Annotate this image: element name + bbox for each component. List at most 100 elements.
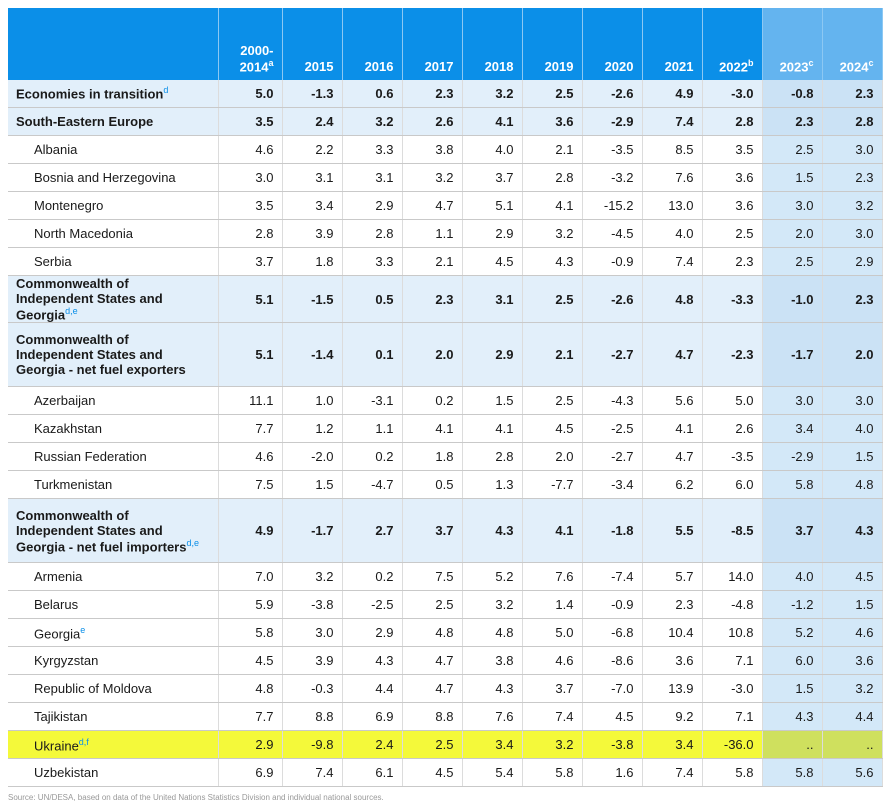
value-cell: 1.2: [282, 414, 343, 444]
value-cell: 4.5: [822, 562, 883, 592]
row-label-text: Republic of Moldova: [34, 681, 152, 697]
value-cell: 3.1: [342, 163, 403, 192]
value-cell: 4.5: [462, 247, 523, 276]
value-cell: -4.3: [582, 386, 643, 416]
value-cell: 4.7: [642, 442, 703, 472]
aggregate-row: Economies in transitiond 5.0 -1.3 0.6 2.3 3.2…: [8, 80, 883, 108]
value-cell: 3.6: [642, 646, 703, 676]
table-row: Armenia 7.0 3.2 0.2 7.5 5.2 7.6 -7.4 5.7 14.0 4.0 4…: [8, 562, 883, 592]
value-cell: 2.5: [522, 275, 583, 324]
value-cell: 2.5: [702, 219, 763, 248]
value-cell: 4.4: [822, 702, 883, 732]
value-cell: 5.6: [822, 758, 883, 788]
value-cell: 3.7: [462, 163, 523, 192]
source-note: Source: UN/DESA, based on data of the Un…: [8, 793, 384, 802]
row-label: Azerbaijan: [8, 386, 219, 416]
value-cell: 5.2: [762, 618, 823, 648]
value-cell: 1.3: [462, 470, 523, 500]
value-cell: 2.9: [342, 191, 403, 220]
value-cell: 4.6: [218, 135, 283, 164]
value-cell: 3.9: [282, 219, 343, 248]
value-cell: 3.4: [462, 730, 523, 760]
value-cell: 7.5: [218, 470, 283, 500]
value-cell: 2.0: [762, 219, 823, 248]
header-label: 2018: [484, 59, 514, 74]
value-cell: -3.3: [702, 275, 763, 324]
table-row: Serbia 3.7 1.8 3.3 2.1 4.5 4.3 -0.9 7.4 2.3 2.5 2.9: [8, 247, 883, 276]
table-row: Montenegro 3.5 3.4 2.9 4.7 5.1 4.1 -15.2 13.0 3.6…: [8, 191, 883, 220]
table-row: Belarus 5.9 -3.8 -2.5 2.5 3.2 1.4 -0.9 2.3 -4.8 -1…: [8, 590, 883, 620]
row-label: Commonwealth of Independent States and G…: [8, 322, 219, 388]
row-label: North Macedonia: [8, 219, 219, 248]
value-cell: 4.0: [762, 562, 823, 592]
row-label-text: South-Eastern Europe: [16, 114, 154, 129]
value-cell: 7.1: [702, 646, 763, 676]
value-cell: 0.2: [402, 386, 463, 416]
value-cell: 2.3: [642, 590, 703, 620]
value-cell: -0.3: [282, 674, 343, 704]
value-cell: 6.0: [702, 470, 763, 500]
value-cell: 3.2: [402, 163, 463, 192]
value-cell: 4.8: [822, 470, 883, 500]
value-cell: 0.2: [342, 442, 403, 472]
row-label-text: Azerbaijan: [34, 393, 96, 409]
value-cell: 4.1: [642, 414, 703, 444]
header-year: 2021: [642, 8, 703, 80]
table-row: North Macedonia 2.8 3.9 2.8 1.1 2.9 3.2 -4.5 4.0…: [8, 219, 883, 248]
value-cell: 1.5: [762, 674, 823, 704]
value-cell: 5.7: [642, 562, 703, 592]
value-cell: -6.8: [582, 618, 643, 648]
value-cell: -2.9: [582, 107, 643, 136]
growth-table: 2000-2014a 2015 2016 2017 2018 2019 2020 2021 20…: [8, 8, 883, 788]
value-cell: 7.1: [702, 702, 763, 732]
header-row: 2000-2014a 2015 2016 2017 2018 2019 2020 2021 20…: [8, 8, 883, 80]
value-cell: 2.8: [702, 107, 763, 136]
row-label: South-Eastern Europe: [8, 107, 219, 136]
value-cell: 1.0: [282, 386, 343, 416]
value-cell: ..: [822, 730, 883, 760]
value-cell: 1.8: [282, 247, 343, 276]
header-label: 2017: [424, 59, 454, 74]
value-cell: 5.1: [218, 275, 283, 324]
value-cell: 2.7: [342, 498, 403, 564]
value-cell: 7.6: [462, 702, 523, 732]
value-cell: 1.1: [342, 414, 403, 444]
value-cell: -2.6: [582, 275, 643, 324]
value-cell: 3.1: [282, 163, 343, 192]
value-cell: 2.3: [822, 275, 883, 324]
value-cell: 4.4: [342, 674, 403, 704]
value-cell: 2.8: [822, 107, 883, 136]
value-cell: 3.4: [642, 730, 703, 760]
value-cell: -1.5: [282, 275, 343, 324]
value-cell: -15.2: [582, 191, 643, 220]
row-label-text: Armenia: [34, 569, 83, 585]
value-cell: 3.0: [762, 191, 823, 220]
row-label: Commonwealth of Independent States and G…: [8, 498, 219, 564]
table-row: Kazakhstan 7.7 1.2 1.1 4.1 4.1 4.5 -2.5 4.1 2.6 3.…: [8, 414, 883, 444]
header-year: 2015: [282, 8, 343, 80]
value-cell: 4.3: [822, 498, 883, 564]
value-cell: 3.3: [342, 135, 403, 164]
value-cell: 2.5: [762, 135, 823, 164]
value-cell: 1.1: [402, 219, 463, 248]
value-cell: -4.5: [582, 219, 643, 248]
value-cell: 3.0: [762, 386, 823, 416]
value-cell: -3.0: [702, 80, 763, 108]
value-cell: 2.2: [282, 135, 343, 164]
value-cell: 2.3: [762, 107, 823, 136]
value-cell: 7.4: [522, 702, 583, 732]
value-cell: 5.4: [462, 758, 523, 788]
value-cell: 7.4: [642, 247, 703, 276]
value-cell: 3.0: [218, 163, 283, 192]
row-label: Turkmenistan: [8, 470, 219, 500]
header-label: 2022: [719, 59, 748, 74]
value-cell: 3.6: [702, 191, 763, 220]
value-cell: 2.0: [402, 322, 463, 388]
value-cell: 2.8: [342, 219, 403, 248]
row-label-text: Commonwealth of Independent States and G…: [16, 507, 187, 554]
value-cell: 4.6: [218, 442, 283, 472]
value-cell: 4.1: [402, 414, 463, 444]
value-cell: 5.8: [522, 758, 583, 788]
value-cell: 4.7: [642, 322, 703, 388]
value-cell: 4.3: [462, 498, 523, 564]
